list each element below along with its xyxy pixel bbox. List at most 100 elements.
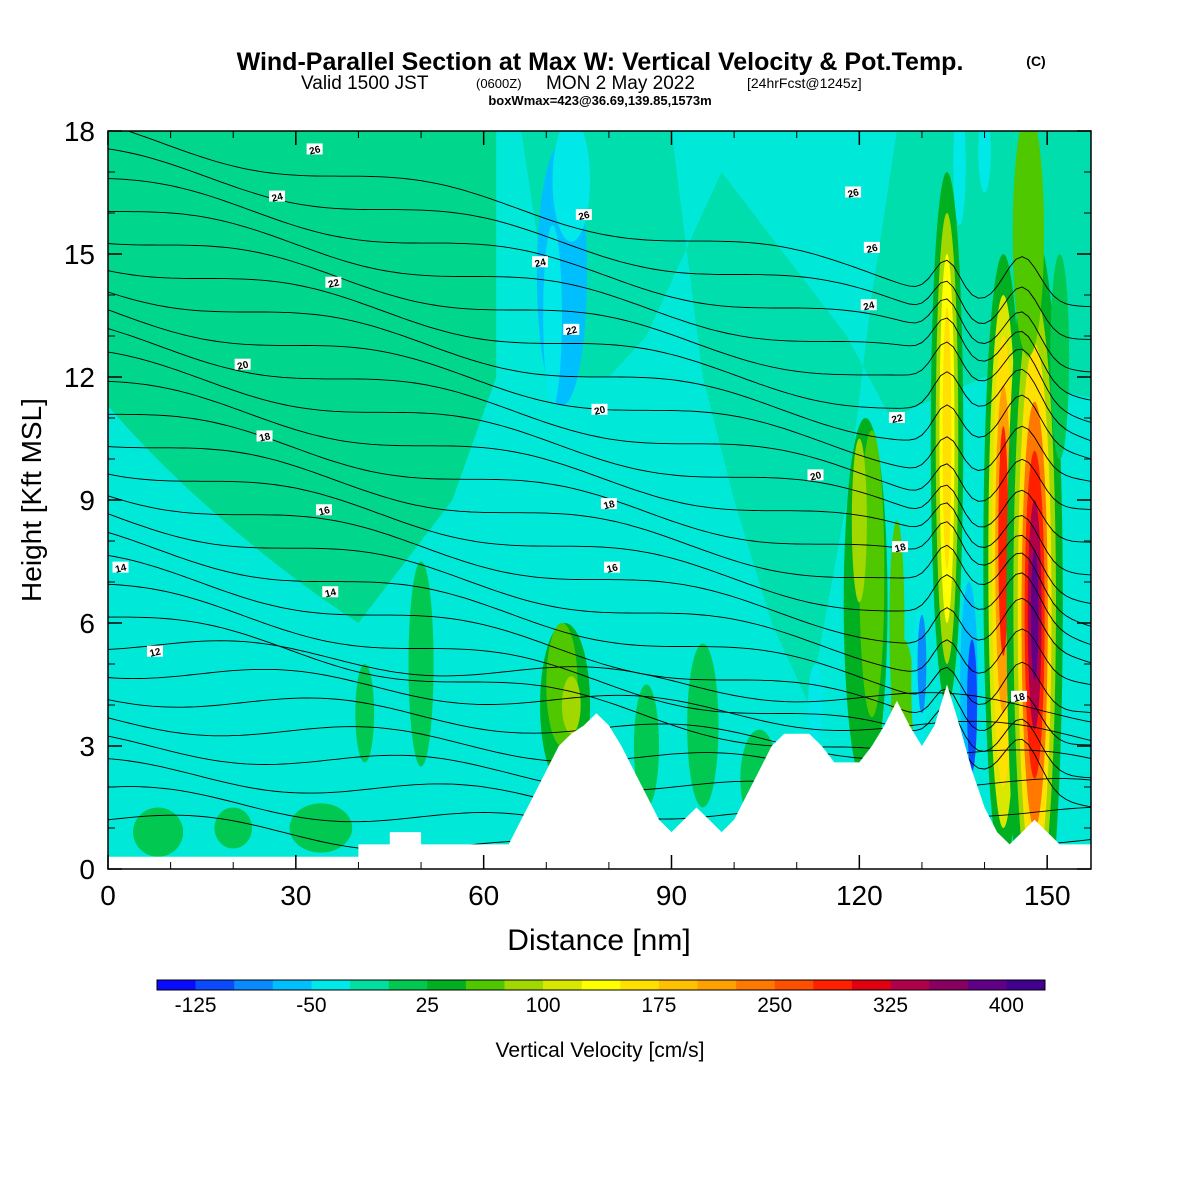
theta-contour-21 — [108, 291, 1091, 460]
velocity-blob-5 — [289, 803, 353, 853]
velocity-blob-12 — [687, 643, 719, 808]
colorbar-swatch-6 — [388, 980, 428, 990]
velocity-blob-7 — [408, 561, 434, 767]
velocity-blob-43 — [1050, 254, 1070, 459]
svg-text:26: 26 — [577, 210, 591, 223]
theta-contour-18 — [108, 351, 1091, 543]
contour-label-1: 24 — [269, 190, 286, 205]
contour-label-20: 12 — [146, 645, 163, 660]
terrain-mask — [108, 684, 1091, 869]
theta-contour-12 — [108, 513, 1091, 686]
colorbar-swatch-15 — [736, 980, 776, 990]
contour-label-19: 14 — [322, 586, 339, 600]
velocity-blob-2 — [543, 225, 562, 406]
svg-text:20: 20 — [809, 470, 823, 483]
y-tick-label-3: 3 — [79, 731, 95, 762]
x-tick-label-150: 150 — [1024, 880, 1071, 911]
contour-label-8: 24 — [860, 299, 877, 313]
contour-label-18: 16 — [604, 561, 621, 576]
colorbar-tick-label-25: 25 — [416, 994, 439, 1017]
colorbar-swatch-18 — [851, 980, 891, 990]
svg-text:22: 22 — [327, 277, 341, 290]
svg-text:26: 26 — [847, 187, 861, 200]
velocity-blob-41 — [1030, 549, 1039, 681]
plot-area: 26 24 26 24 22 22 26 26 24 20 20 22 18 20 18 16 18 14 16 14… — [108, 131, 1091, 869]
velocity-blob-19 — [889, 520, 905, 726]
svg-text:24: 24 — [862, 300, 876, 313]
colorbar-swatch-7 — [427, 980, 467, 990]
x-tick-label-60: 60 — [468, 880, 499, 911]
svg-text:20: 20 — [593, 404, 607, 417]
svg-text:18: 18 — [1013, 691, 1027, 704]
colorbar-swatch-10 — [543, 980, 582, 990]
colorbar-swatch-16 — [774, 980, 814, 990]
velocity-blob-17 — [851, 438, 867, 603]
contour-label-15: 16 — [316, 504, 333, 518]
contour-label-3: 24 — [532, 256, 549, 270]
contour-label-21: 18 — [1010, 690, 1027, 705]
colorbar-tick-label--50: -50 — [296, 994, 326, 1017]
colorbar-tick-label-400: 400 — [989, 994, 1024, 1017]
velocity-blob-3 — [133, 807, 184, 857]
svg-text:22: 22 — [565, 325, 579, 338]
svg-text:24: 24 — [534, 257, 548, 270]
contour-label-2: 26 — [575, 209, 592, 223]
colorbar-swatch-20 — [929, 980, 969, 990]
theta-contour-7 — [108, 640, 1091, 723]
y-tick-label-0: 0 — [79, 854, 95, 885]
velocity-blob-25 — [978, 131, 991, 193]
y-tick-label-15: 15 — [64, 239, 95, 270]
chart-boxline: boxWmax=423@36.69,139.85,1573m — [488, 93, 711, 108]
contour-label-17: 14 — [112, 561, 129, 576]
subtitle-utc: (0600Z) — [476, 76, 522, 91]
colorbar-swatch-9 — [504, 980, 544, 990]
velocity-blob-1 — [552, 131, 591, 242]
velocity-blob-10 — [561, 676, 581, 734]
subtitle-forecast: [24hrFcst@1245z] — [747, 75, 862, 91]
velocity-blob-14 — [807, 664, 824, 746]
colorbar-swatch-22 — [1006, 980, 1046, 990]
colorbar-swatch-13 — [658, 980, 698, 990]
x-tick-label-30: 30 — [280, 880, 311, 911]
subtitle-valid: Valid 1500 JST — [301, 73, 429, 94]
colorbar-swatch-4 — [311, 980, 351, 990]
theta-contour-25 — [108, 178, 1091, 373]
colorbar-tick-label-100: 100 — [526, 994, 561, 1017]
y-tick-label-6: 6 — [79, 608, 95, 639]
contour-label-7: 26 — [863, 241, 880, 256]
y-tick-label-18: 18 — [64, 116, 95, 147]
copyright-mark: (C) — [1026, 53, 1045, 69]
colorbar-swatch-12 — [620, 980, 660, 990]
theta-contour-19 — [108, 328, 1091, 511]
svg-text:18: 18 — [258, 431, 272, 444]
colorbar-swatch-2 — [234, 980, 274, 990]
svg-text:18: 18 — [603, 499, 617, 512]
colorbar-swatch-3 — [272, 980, 312, 990]
field-band-upper-left — [108, 131, 497, 623]
theta-contour-23 — [108, 243, 1091, 423]
colorbar-swatch-8 — [465, 980, 505, 990]
contour-label-14: 18 — [600, 498, 617, 512]
y-axis-label: Height [Kft MSL] — [16, 398, 47, 602]
colorbar-swatch-0 — [157, 980, 196, 990]
contour-labels: 26 24 26 24 22 22 26 26 24 20 20 22 18 20 18 16 18 14 16 14… — [112, 143, 1027, 705]
x-tick-label-90: 90 — [656, 880, 687, 911]
colorbar-frame — [156, 979, 1046, 991]
y-tick-label-12: 12 — [64, 362, 95, 393]
x-tick-label-0: 0 — [100, 880, 116, 911]
svg-text:24: 24 — [271, 191, 285, 204]
velocity-blob-11 — [633, 684, 659, 808]
chart-title: Wind-Parallel Section at Max W: Vertical… — [237, 48, 964, 76]
velocity-blob-4 — [214, 807, 253, 849]
colorbar-swatch-21 — [967, 980, 1007, 990]
colorbar-label: Vertical Velocity [cm/s] — [496, 1039, 705, 1062]
contour-label-9: 20 — [234, 358, 251, 373]
svg-text:22: 22 — [891, 413, 905, 426]
colorbar-swatch-17 — [813, 980, 853, 990]
contour-label-13: 20 — [807, 469, 824, 484]
svg-text:14: 14 — [114, 562, 128, 575]
colorbar-tick-label--125: -125 — [175, 994, 217, 1017]
colorbar-tick-label-175: 175 — [641, 994, 676, 1017]
svg-text:26: 26 — [865, 243, 879, 256]
